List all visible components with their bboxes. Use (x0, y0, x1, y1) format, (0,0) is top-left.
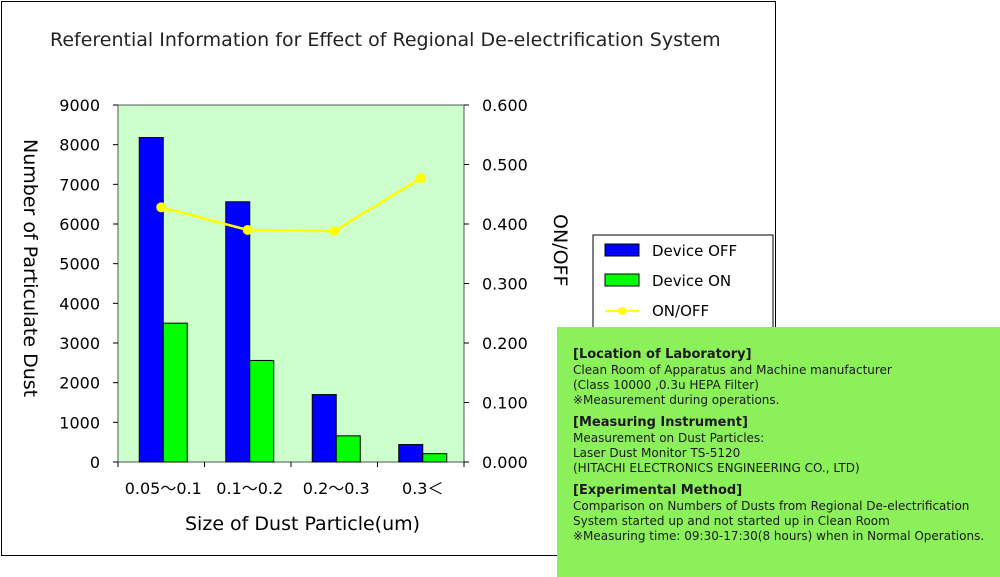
y-tick-label: 1000 (59, 413, 100, 432)
legend-label-device-on: Device ON (652, 272, 731, 290)
y-tick-label: 7000 (59, 175, 100, 194)
bar-device-on (335, 435, 361, 463)
bar-device-off (225, 201, 251, 463)
tick-marks (113, 104, 469, 467)
bar-device-on (422, 453, 448, 463)
y-tick-label: 5000 (59, 255, 100, 274)
point-on-off (415, 173, 426, 184)
y-axis-title: Number of Particulate Dust (19, 139, 41, 397)
bar-device-on (249, 359, 275, 463)
x-tick-label: 0.3＜ (402, 479, 443, 498)
bar-device-off (398, 444, 424, 463)
info-heading: [Location of Laboratory] (573, 347, 752, 362)
y2-tick-label: 0.600 (482, 96, 528, 115)
bar-device-off (138, 137, 164, 463)
y2-tick-label: 0.400 (482, 215, 528, 234)
info-heading: [Measuring Instrument] (573, 415, 748, 430)
y2-axis-title: ON/OFF (549, 214, 571, 286)
point-on-off (329, 226, 340, 237)
x-tick-label: 0.1～0.2 (216, 479, 283, 498)
tick-labels: 0 1000 2000 3000 4000 5000 6000 7000 8000 9000 0.0… (59, 96, 528, 498)
info-panel: [Location of Laboratory] Clean Room of Ap… (557, 327, 1000, 577)
chart-title: Referential Information for Effect of Re… (50, 29, 721, 51)
x-axis-title: Size of Dust Particle(um) (185, 513, 420, 535)
info-line: Measurement on Dust Particles: (573, 431, 765, 445)
legend-swatch-device-on (604, 273, 640, 287)
y-tick-label: 8000 (59, 136, 100, 155)
chart-svg: Referential Information for Effect of Re… (19, 29, 774, 535)
info-line: Laser Dust Monitor TS-5120 (573, 446, 741, 460)
legend: Device OFF Device ON ON/OFF (592, 234, 774, 329)
legend-swatch-ratio-marker (618, 307, 626, 315)
point-on-off (242, 224, 253, 235)
y-tick-label: 2000 (59, 374, 100, 393)
info-line: ※Measurement during operations. (573, 393, 780, 407)
y-tick-label: 6000 (59, 215, 100, 234)
info-heading: [Experimental Method] (573, 483, 743, 498)
info-line: ※Measuring time: 09:30-17:30(8 hours) wh… (573, 529, 985, 543)
y2-tick-label: 0.000 (482, 453, 528, 472)
bar-device-off (311, 394, 337, 463)
y-tick-label: 9000 (59, 96, 100, 115)
y2-tick-label: 0.100 (482, 394, 528, 413)
info-section: [Measuring Instrument] Measurement on Dus… (573, 415, 990, 476)
x-tick-label: 0.2～0.3 (303, 479, 370, 498)
legend-label-device-off: Device OFF (652, 242, 737, 260)
y2-tick-label: 0.500 (482, 156, 528, 175)
bar-device-on (162, 322, 188, 463)
y-tick-label: 4000 (59, 294, 100, 313)
legend-swatch-device-off (604, 243, 640, 257)
y-tick-label: 3000 (59, 334, 100, 353)
x-tick-label: 0.05～0.1 (125, 479, 202, 498)
info-line: (HITACHI ELECTRONICS ENGINEERING CO., LT… (573, 461, 860, 475)
legend-label-ratio: ON/OFF (652, 302, 709, 320)
bars (138, 137, 448, 463)
line-on-off (160, 177, 422, 233)
y2-tick-label: 0.300 (482, 275, 528, 294)
ratio-line (156, 173, 426, 237)
info-section: [Location of Laboratory] Clean Room of Ap… (573, 347, 990, 408)
chart-frame: Referential Information for Effect of Re… (1, 1, 776, 556)
info-line: (Class 10000 ,0.3u HEPA Filter) (573, 378, 759, 392)
info-line: Comparison on Numbers of Dusts from Regi… (573, 499, 970, 513)
info-line: Clean Room of Apparatus and Machine manu… (573, 363, 892, 377)
info-line: System started up and not started up in … (573, 514, 890, 528)
info-section: [Experimental Method] Comparison on Numbe… (573, 483, 990, 544)
y-tick-label: 0 (90, 453, 100, 472)
point-on-off (156, 202, 167, 213)
y2-tick-label: 0.200 (482, 334, 528, 353)
